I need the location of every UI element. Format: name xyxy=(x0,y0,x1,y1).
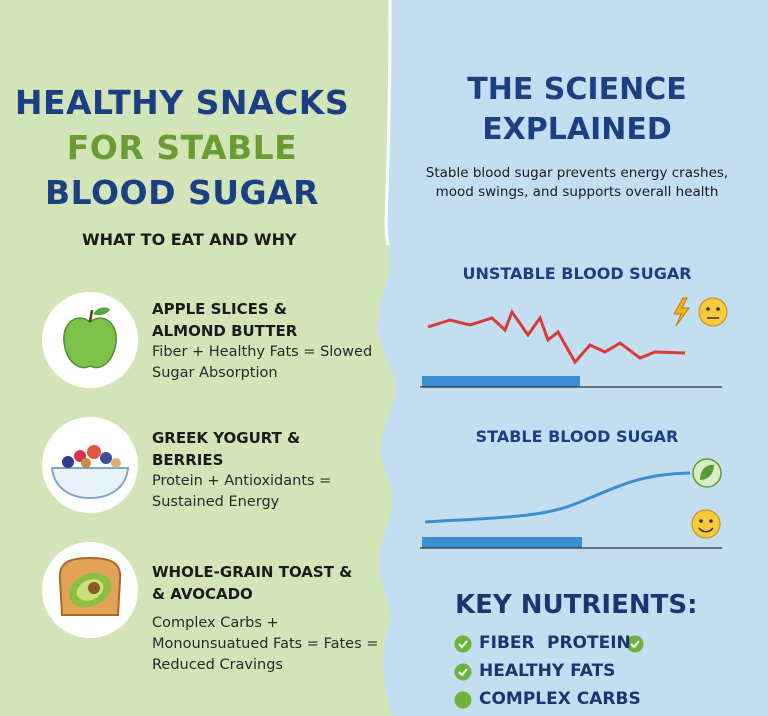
title-line: HEALTHY SNACKS xyxy=(14,83,350,122)
snack-name: & AVOCADO xyxy=(152,585,253,603)
nutrient: FIBER xyxy=(479,633,535,653)
snack-desc: Protein + Antioxidants = xyxy=(152,473,332,489)
snack-name: APPLE SLICES & xyxy=(152,300,287,318)
snack-desc: Sustained Energy xyxy=(152,494,280,510)
text-line: Stable blood sugar prevents energy crash… xyxy=(425,165,729,181)
snack-desc: Monounsuatued Fats = Fates = xyxy=(152,636,379,652)
nutrient: PROTEIN xyxy=(547,633,631,653)
snack: APPLE SLICES & ALMOND BUTTER Fiber + Hea… xyxy=(152,298,372,384)
snack-name: WHOLE-GRAIN TOAST & xyxy=(152,563,353,581)
text-line: mood swings, and supports overall health xyxy=(435,184,719,200)
chart-title: UNSTABLE BLOOD SUGAR xyxy=(462,264,692,283)
snack-desc: Complex Carbs + xyxy=(152,615,279,631)
snack: WHOLE-GRAIN TOAST & & AVOCADO Complex Ca… xyxy=(152,561,378,676)
snack-name: GREEK YOGURT & xyxy=(152,429,301,447)
snack-desc: Sugar Absorption xyxy=(152,365,278,381)
snack-desc: Reduced Cravings xyxy=(152,657,283,673)
main-title: HEALTHY SNACKS FOR STABLE BLOOD SUGAR xyxy=(0,80,364,215)
subtitle: WHAT TO EAT AND WHY xyxy=(82,230,297,249)
science-title: THE SCIENCE EXPLAINED xyxy=(400,70,754,150)
snack-desc: Fiber + Healthy Fats = Slowed xyxy=(152,344,373,360)
title-line: THE SCIENCE xyxy=(467,72,687,107)
snack: GREEK YOGURT & BERRIES Protein + Antioxi… xyxy=(152,427,331,513)
science-text: Stable blood sugar prevents energy crash… xyxy=(400,164,754,202)
nutrients-title: KEY NUTRIENTS: xyxy=(455,590,698,620)
snack-name: BERRIES xyxy=(152,451,224,469)
chart-title: STABLE BLOOD SUGAR xyxy=(475,427,679,446)
title-line: EXPLAINED xyxy=(482,112,672,147)
nutrient: COMPLEX CARBS xyxy=(479,689,641,709)
snack-name: ALMOND BUTTER xyxy=(152,322,298,340)
nutrient: HEALTHY FATS xyxy=(479,661,616,681)
title-line: BLOOD SUGAR xyxy=(44,173,320,212)
title-line: FOR STABLE xyxy=(66,128,298,167)
